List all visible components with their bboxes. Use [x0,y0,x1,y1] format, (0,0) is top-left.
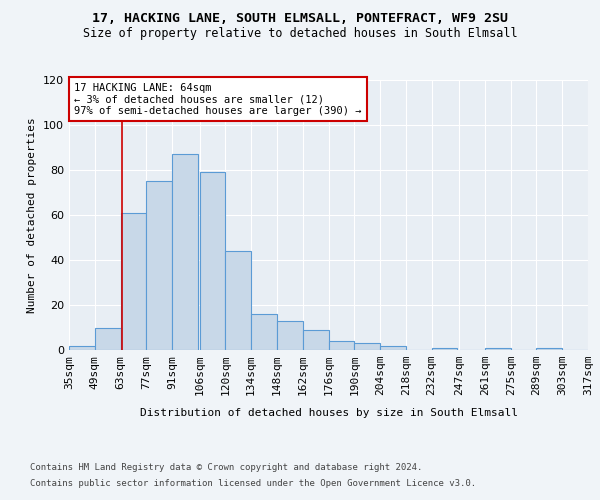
Text: Contains HM Land Registry data © Crown copyright and database right 2024.: Contains HM Land Registry data © Crown c… [30,464,422,472]
Y-axis label: Number of detached properties: Number of detached properties [28,117,37,313]
Bar [303,330,329,350]
Bar [251,314,277,350]
Text: 17 HACKING LANE: 64sqm
← 3% of detached houses are smaller (12)
97% of semi-deta: 17 HACKING LANE: 64sqm ← 3% of detached … [74,82,362,116]
Text: Size of property relative to detached houses in South Elmsall: Size of property relative to detached ho… [83,28,517,40]
Bar [95,328,121,350]
Bar [536,348,562,350]
Bar [69,346,95,350]
Text: 17, HACKING LANE, SOUTH ELMSALL, PONTEFRACT, WF9 2SU: 17, HACKING LANE, SOUTH ELMSALL, PONTEFR… [92,12,508,26]
Bar [121,213,146,350]
Bar [226,251,251,350]
Bar [329,341,354,350]
Text: Distribution of detached houses by size in South Elmsall: Distribution of detached houses by size … [140,408,518,418]
Bar [380,346,406,350]
Text: Contains public sector information licensed under the Open Government Licence v3: Contains public sector information licen… [30,478,476,488]
Bar [485,348,511,350]
Bar [431,348,457,350]
Bar [354,343,380,350]
Bar [146,181,172,350]
Bar [277,321,303,350]
Bar [172,154,198,350]
Bar [200,172,226,350]
